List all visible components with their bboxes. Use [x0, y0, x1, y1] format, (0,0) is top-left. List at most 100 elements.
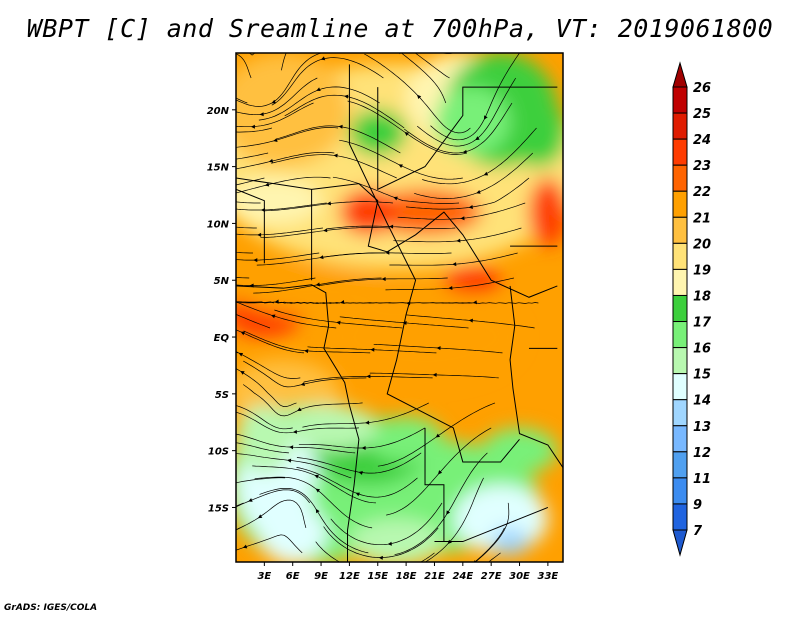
wbpt-shade-region	[434, 86, 511, 156]
streamline	[400, 53, 447, 104]
streamline	[315, 541, 435, 562]
colorbar-label: 21	[693, 211, 711, 226]
colorbar-max-arrow	[672, 61, 688, 88]
streamline-arrow-icon	[219, 484, 224, 489]
streamline-arrow-icon	[319, 255, 324, 260]
streamline	[236, 97, 248, 104]
streamline-arrow-icon	[472, 300, 478, 305]
colorbar-label: 11	[693, 472, 711, 487]
streamline-arrow-icon	[187, 242, 192, 247]
streamline-arrow-icon	[238, 352, 244, 357]
streamline-arrow-icon	[365, 420, 370, 425]
streamline	[236, 127, 272, 133]
streamline-arrow-icon	[315, 282, 320, 287]
wbpt-shade-region	[236, 177, 322, 224]
streamline-arrow-icon	[436, 346, 441, 351]
streamline-arrow-icon	[389, 224, 394, 229]
streamline-arrow-icon	[378, 555, 383, 560]
streamline-arrow-icon	[292, 429, 298, 434]
streamline-arrow-icon	[340, 300, 345, 304]
streamline-arrow-icon	[248, 498, 253, 502]
wbpt-shade-region	[236, 53, 350, 167]
colorbar-label: 14	[693, 394, 711, 409]
colorbar-label: 19	[693, 263, 711, 278]
streamline	[236, 201, 261, 204]
border-line	[348, 64, 520, 463]
streamline-arrow-icon	[289, 445, 294, 450]
streamline-arrow-icon	[161, 438, 166, 443]
streamline-arrow-icon	[468, 205, 473, 210]
streamline	[236, 527, 240, 531]
lon-tick-label: 27E	[481, 571, 502, 582]
streamline-arrow-icon	[361, 446, 366, 450]
lon-tick-label: 21E	[424, 571, 445, 582]
grads-credit: GrADS: IGES/COLA	[4, 603, 98, 613]
lon-tick-label: 30E	[509, 571, 530, 582]
streamline-arrow-icon	[304, 349, 309, 354]
streamline-arrow-icon	[253, 258, 258, 263]
chart-title: WBPT [C] and Sreamline at 700hPa, VT: 20…	[26, 14, 774, 43]
colorbar-label: 20	[693, 237, 711, 252]
colorbar-label: 24	[693, 133, 711, 148]
streamline	[236, 552, 237, 554]
field-shading	[236, 53, 563, 562]
colorbar-segment	[672, 138, 688, 166]
streamline	[236, 277, 250, 279]
lat-tick-label: 10N	[207, 219, 230, 230]
streamline-arrow-icon	[173, 578, 178, 583]
streamline-arrow-icon	[230, 402, 235, 407]
border-line	[236, 188, 265, 264]
wbpt-shade-region	[236, 405, 293, 474]
colorbar-segment	[672, 86, 688, 114]
streamline-arrow-icon	[370, 347, 375, 352]
streamline-arrow-icon	[333, 153, 338, 158]
lon-tick-label: 12E	[339, 571, 360, 582]
streamline-arrow-icon	[264, 182, 270, 187]
colorbar-min-arrow	[672, 529, 688, 557]
streamline-arrow-icon	[172, 346, 177, 351]
colorbar-label: 16	[693, 342, 711, 357]
colorbar-segment	[672, 294, 688, 323]
streamline-arrow-icon	[207, 300, 212, 305]
wbpt-shade-region	[491, 527, 529, 556]
streamline-arrow-icon	[315, 508, 320, 514]
streamline-arrow-icon	[314, 474, 319, 479]
streamline-arrow-icon	[208, 296, 213, 301]
wbpt-shade-region	[339, 189, 397, 235]
streamline	[236, 252, 253, 254]
streamline	[474, 502, 510, 562]
colorbar-segment	[672, 399, 688, 427]
lon-tick-label: 6E	[286, 571, 300, 582]
streamline-arrow-icon	[175, 322, 180, 327]
streamline	[236, 442, 289, 454]
streamline-arrow-icon	[338, 124, 343, 129]
streamline-arrow-icon	[257, 232, 262, 237]
streamline-arrow-icon	[259, 112, 264, 117]
colorbar-segment	[672, 190, 688, 218]
streamline-arrow-icon	[161, 513, 167, 519]
streamline-arrow-icon	[393, 196, 398, 201]
streamline	[114, 322, 234, 378]
streamline-arrow-icon	[273, 138, 278, 142]
streamline-arrow-icon	[358, 471, 363, 475]
streamline-arrow-icon	[484, 115, 488, 120]
border-line	[434, 507, 549, 543]
streamline-arrow-icon	[183, 266, 188, 271]
streamline	[107, 478, 220, 552]
wbpt-shade-region	[528, 177, 563, 247]
streamline-arrow-icon	[316, 87, 321, 91]
wbpt-shade-region	[481, 427, 558, 474]
lon-tick-label: 33E	[538, 571, 559, 582]
colorbar-segment	[672, 503, 688, 531]
border-line	[236, 284, 360, 562]
streamline-arrow-icon	[438, 470, 443, 475]
axis-ticks: 20N 15N 10N 5N EQ 5S 10S 15S 3E 6E 9E 12E 15E 18E 21E 2…	[207, 106, 559, 582]
border-line	[509, 285, 563, 469]
colorbar-label: 18	[693, 289, 711, 304]
streamline-arrow-icon	[240, 371, 245, 375]
streamline-arrow-icon	[448, 286, 453, 291]
streamline	[414, 53, 450, 79]
streamline	[236, 152, 269, 160]
wbpt-shade-region	[510, 98, 563, 167]
